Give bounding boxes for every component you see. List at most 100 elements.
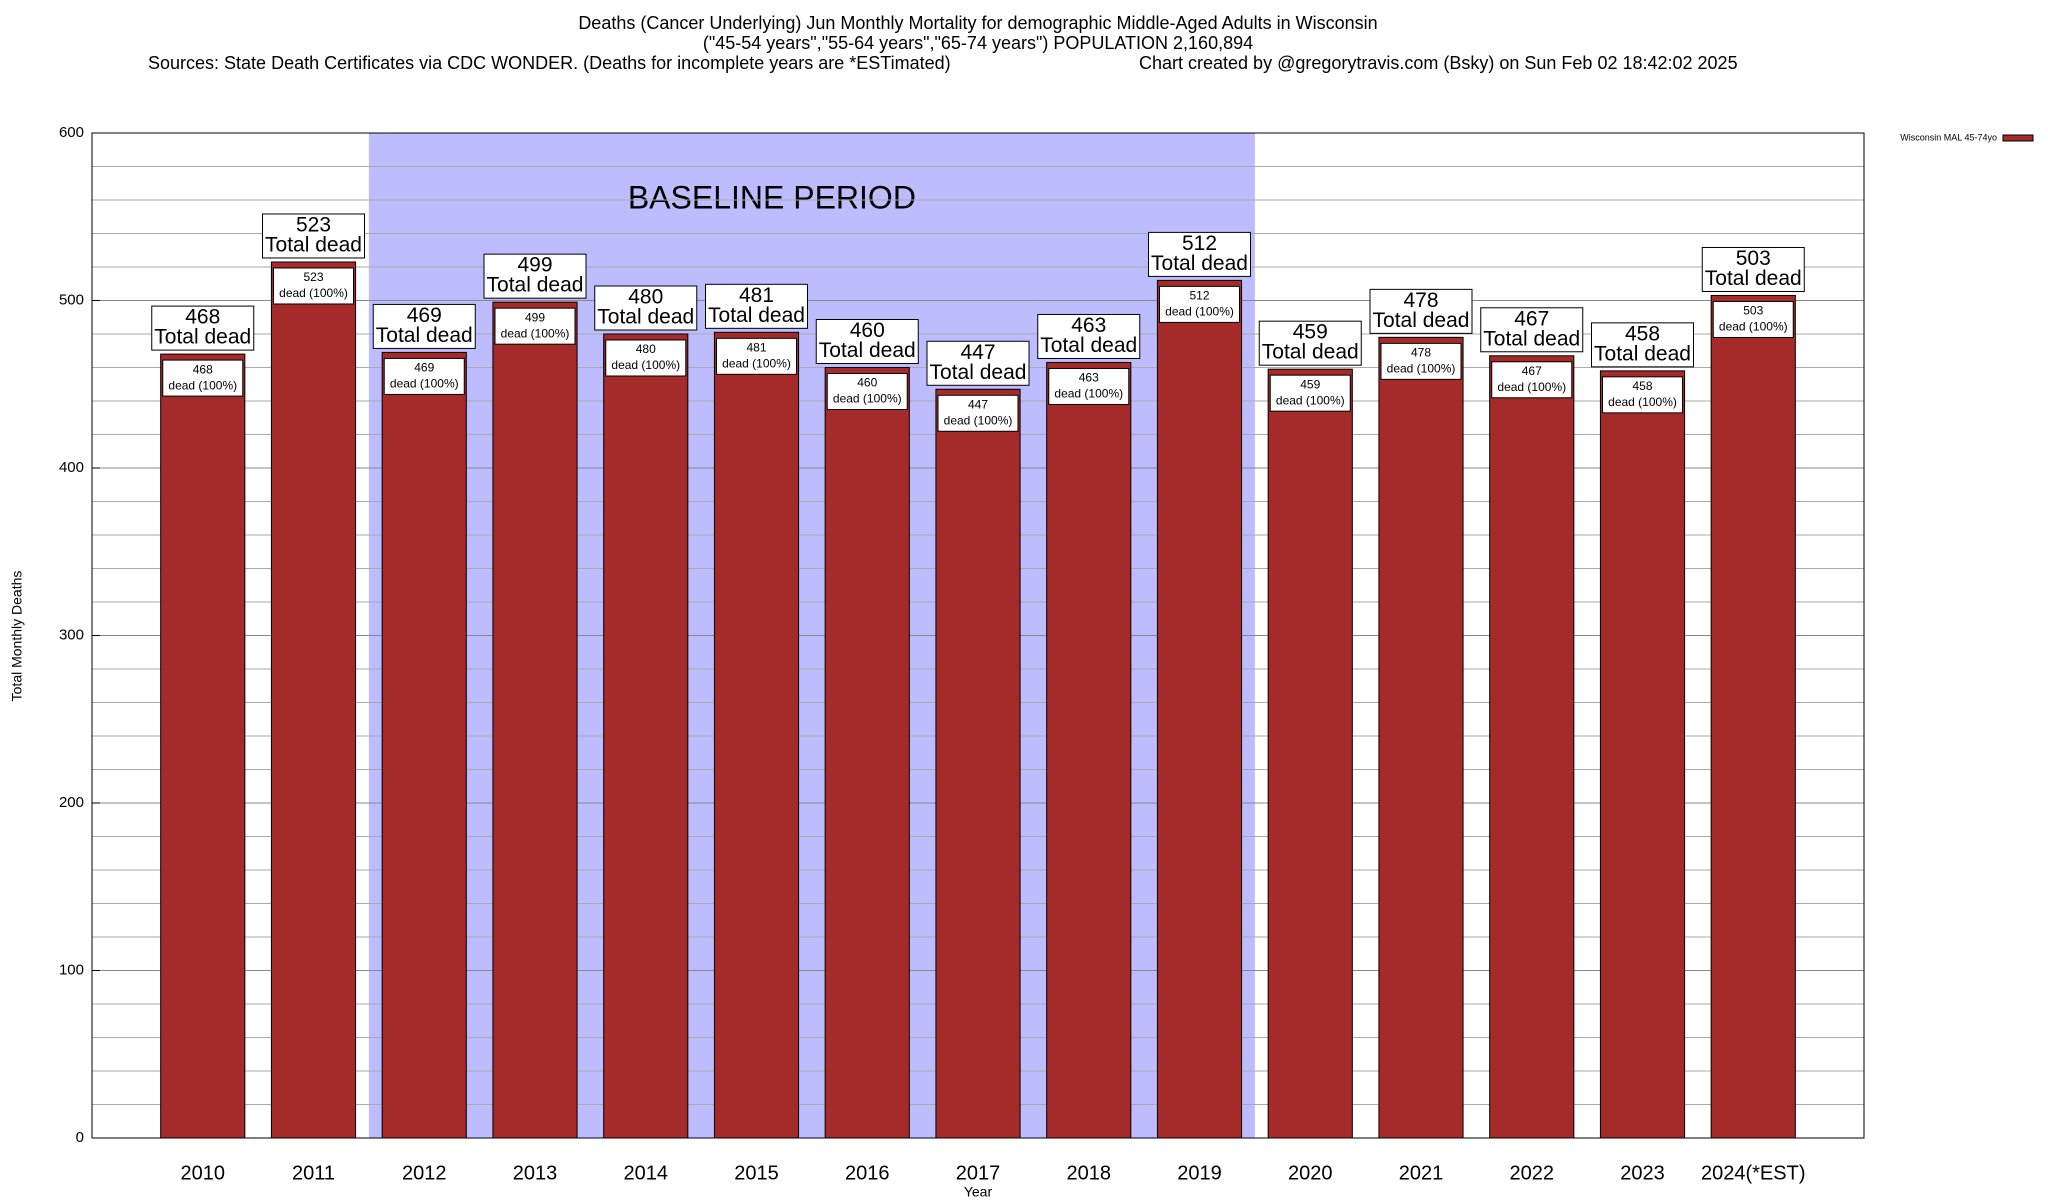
total-value-label: 463 xyxy=(1071,314,1106,337)
bar xyxy=(713,331,800,1139)
inner-value-label: 460 xyxy=(857,376,877,390)
inner-value-label: 512 xyxy=(1189,289,1209,303)
total-value-label: 447 xyxy=(960,341,995,364)
inner-label-box xyxy=(1602,376,1683,414)
x-tick-label: 2022 xyxy=(1510,1162,1555,1184)
inner-share-label: dead (100%) xyxy=(1387,362,1456,376)
total-label-box xyxy=(1037,313,1141,359)
y-tick-label: 300 xyxy=(59,626,84,643)
inner-label-box xyxy=(383,357,465,395)
inner-value-label: 480 xyxy=(636,342,656,356)
inner-label-box xyxy=(1380,342,1462,380)
bar xyxy=(1156,279,1243,1139)
legend-swatch xyxy=(2002,134,2034,142)
inner-value-label: 478 xyxy=(1411,346,1431,360)
inner-share-label: dead (100%) xyxy=(833,392,902,406)
bar xyxy=(1710,294,1796,1139)
inner-share-label: dead (100%) xyxy=(944,413,1013,427)
total-value-label: 469 xyxy=(407,304,442,327)
total-text-label: Total dead xyxy=(154,326,251,349)
total-text-label: Total dead xyxy=(597,306,694,329)
total-label-box xyxy=(372,303,476,349)
inner-share-label: dead (100%) xyxy=(168,378,237,392)
total-label-box xyxy=(1480,307,1584,353)
total-value-label: 467 xyxy=(1514,307,1549,330)
total-label-box xyxy=(705,283,808,329)
inner-share-label: dead (100%) xyxy=(390,377,459,391)
total-label-box xyxy=(1148,231,1251,277)
x-tick-label: 2014 xyxy=(624,1162,669,1184)
inner-label-box xyxy=(826,373,908,410)
total-value-label: 512 xyxy=(1182,232,1217,255)
x-tick-label: 2021 xyxy=(1399,1162,1444,1184)
total-label-box xyxy=(1701,246,1805,292)
inner-value-label: 447 xyxy=(968,397,988,411)
bar xyxy=(935,388,1021,1139)
total-value-label: 468 xyxy=(185,306,220,329)
bar xyxy=(160,353,246,1139)
inner-share-label: dead (100%) xyxy=(611,358,680,372)
y-tick-label: 500 xyxy=(59,291,84,308)
x-tick-label: 2012 xyxy=(402,1162,447,1184)
bar xyxy=(1599,370,1686,1139)
y-tick-label: 0 xyxy=(76,1129,84,1146)
total-label-box xyxy=(262,213,365,259)
total-text-label: Total dead xyxy=(819,339,916,362)
x-axis-label: Year xyxy=(964,1184,993,1200)
total-text-label: Total dead xyxy=(1705,267,1802,290)
x-tick-label: 2024(*EST) xyxy=(1701,1162,1806,1184)
total-text-label: Total dead xyxy=(1040,334,1137,357)
chart-title: Deaths (Cancer Underlying) Jun Monthly M… xyxy=(578,13,1377,33)
total-label-box xyxy=(483,253,587,299)
inner-share-label: dead (100%) xyxy=(1719,320,1788,334)
y-tick-label: 600 xyxy=(59,124,84,141)
x-tick-label: 2019 xyxy=(1177,1162,1222,1184)
inner-share-label: dead (100%) xyxy=(1608,395,1677,409)
legend-label: Wisconsin MAL 45-74yo xyxy=(1900,132,1997,142)
total-text-label: Total dead xyxy=(930,361,1027,384)
total-text-label: Total dead xyxy=(1151,252,1248,275)
inner-share-label: dead (100%) xyxy=(1497,380,1566,394)
bar xyxy=(1267,368,1353,1139)
total-value-label: 460 xyxy=(850,319,885,342)
x-tick-label: 2017 xyxy=(956,1162,1001,1184)
total-value-label: 523 xyxy=(296,214,331,237)
bar xyxy=(492,301,578,1139)
inner-value-label: 468 xyxy=(193,362,213,376)
inner-value-label: 481 xyxy=(746,340,766,354)
total-value-label: 458 xyxy=(1625,322,1660,345)
inner-value-label: 469 xyxy=(414,361,434,375)
inner-value-label: 459 xyxy=(1300,377,1320,391)
total-value-label: 478 xyxy=(1403,289,1438,312)
total-text-label: Total dead xyxy=(708,304,805,327)
inner-label-box xyxy=(937,394,1019,432)
x-tick-label: 2011 xyxy=(292,1162,335,1184)
inner-label-box xyxy=(1159,285,1240,323)
x-tick-label: 2013 xyxy=(513,1162,558,1184)
x-tick-label: 2020 xyxy=(1288,1162,1333,1184)
inner-share-label: dead (100%) xyxy=(1165,305,1234,319)
inner-label-box xyxy=(1048,367,1130,405)
inner-share-label: dead (100%) xyxy=(722,356,791,370)
y-tick-label: 100 xyxy=(59,961,84,978)
total-label-box xyxy=(151,305,255,351)
inner-share-label: dead (100%) xyxy=(279,286,348,300)
total-value-label: 503 xyxy=(1736,247,1771,270)
total-value-label: 459 xyxy=(1293,321,1328,344)
y-axis-label: Total Monthly Deaths xyxy=(9,571,25,702)
bar xyxy=(1489,355,1575,1139)
inner-label-box xyxy=(273,267,354,305)
bar xyxy=(270,261,357,1139)
total-label-box xyxy=(594,285,698,331)
x-tick-label: 2018 xyxy=(1067,1162,1112,1184)
total-value-label: 499 xyxy=(517,254,552,277)
inner-value-label: 467 xyxy=(1522,364,1542,378)
inner-share-label: dead (100%) xyxy=(501,326,570,340)
inner-value-label: 458 xyxy=(1632,379,1652,393)
chart-subtitle: ("45-54 years","55-64 years","65-74 year… xyxy=(703,33,1253,53)
inner-label-box xyxy=(1269,374,1351,412)
inner-label-box xyxy=(162,359,244,397)
total-label-box xyxy=(815,319,919,364)
inner-value-label: 499 xyxy=(525,310,545,324)
